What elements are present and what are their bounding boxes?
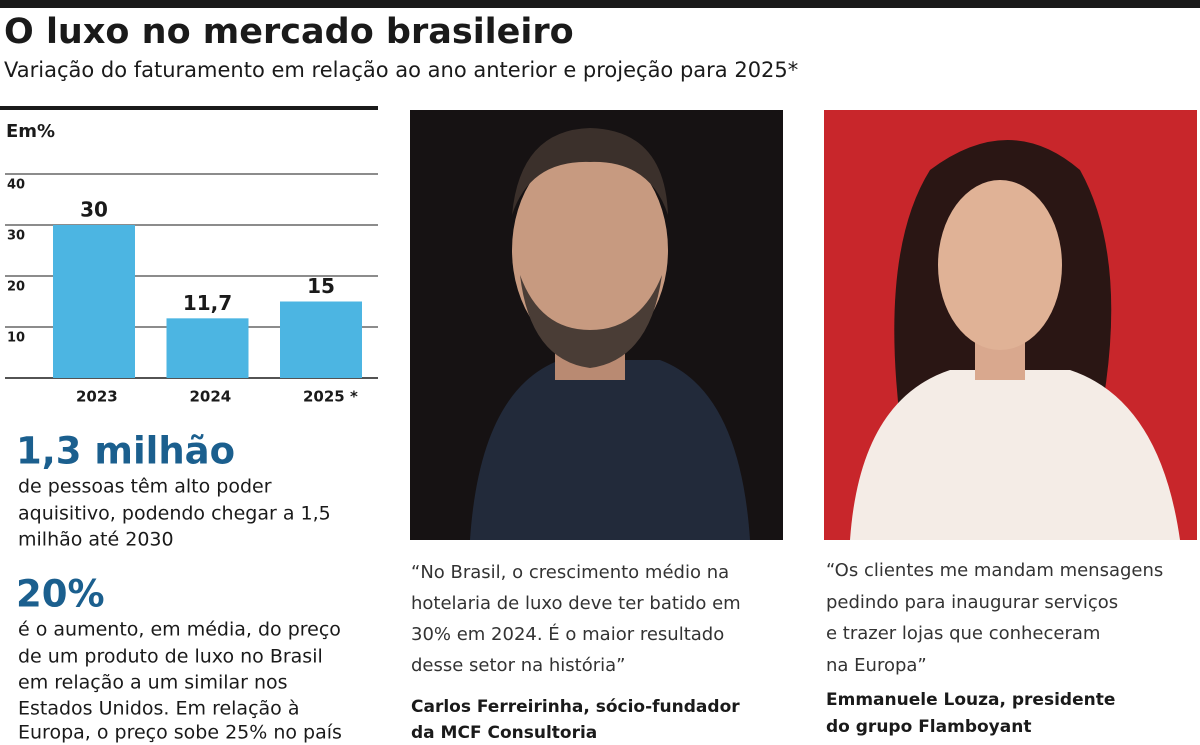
photo-carlos bbox=[410, 110, 783, 540]
x-tick-label: 2024 bbox=[190, 388, 232, 406]
y-tick-label: 40 bbox=[7, 178, 25, 193]
quote-author: da MCF Consultoria bbox=[411, 723, 597, 743]
title: O luxo no mercado brasileiro bbox=[4, 12, 574, 52]
value-label: 15 bbox=[307, 274, 335, 298]
bar bbox=[53, 225, 135, 378]
stat-value: 1,3 milhão bbox=[16, 430, 235, 473]
top-rule bbox=[0, 0, 1200, 8]
x-tick-label: 2025 * bbox=[303, 388, 358, 406]
stat-value: 20% bbox=[16, 573, 105, 616]
quote-text: e trazer lojas que conheceram bbox=[826, 623, 1100, 644]
quote-text: hotelaria de luxo deve ter batido em bbox=[411, 593, 741, 614]
stat-text: Estados Unidos. Em relação à bbox=[18, 698, 299, 720]
quote-author: Carlos Ferreirinha, sócio-fundador bbox=[411, 697, 740, 717]
subtitle: Variação do faturamento em relação ao an… bbox=[4, 58, 798, 82]
stat-text: Europa, o preço sobe 25% no país bbox=[18, 722, 342, 744]
quote-text: na Europa” bbox=[826, 655, 927, 676]
photo-emmanuele bbox=[824, 110, 1197, 540]
bar bbox=[280, 301, 362, 378]
stat-text: em relação a um similar nos bbox=[18, 672, 288, 694]
column-rule bbox=[0, 106, 378, 110]
bar bbox=[166, 318, 249, 378]
quote-text: pedindo para inaugurar serviços bbox=[826, 592, 1118, 613]
y-tick-label: 20 bbox=[7, 280, 25, 295]
quote-text: “Os clientes me mandam mensagens bbox=[826, 560, 1163, 581]
y-tick-label: 10 bbox=[7, 331, 25, 346]
unit-label: Em% bbox=[6, 121, 55, 142]
stat-text: de pessoas têm alto poder bbox=[18, 476, 272, 498]
stat-text: é o aumento, em média, do preço bbox=[18, 619, 341, 641]
quote-text: “No Brasil, o crescimento médio na bbox=[411, 562, 729, 583]
quote-author: Emmanuele Louza, presidente bbox=[826, 690, 1115, 710]
x-tick-label: 2023 bbox=[76, 388, 118, 406]
stat-text: aquisitivo, podendo chegar a 1,5 bbox=[18, 503, 331, 525]
quote-text: 30% em 2024. É o maior resultado bbox=[411, 623, 724, 645]
value-label: 11,7 bbox=[183, 291, 232, 315]
stat-text: de um produto de luxo no Brasil bbox=[18, 646, 323, 668]
quote-text: desse setor na história” bbox=[411, 655, 625, 676]
value-label: 30 bbox=[80, 198, 108, 222]
stat-text: milhão até 2030 bbox=[18, 529, 174, 551]
quote-author: do grupo Flamboyant bbox=[826, 717, 1031, 737]
y-tick-label: 30 bbox=[7, 229, 25, 244]
